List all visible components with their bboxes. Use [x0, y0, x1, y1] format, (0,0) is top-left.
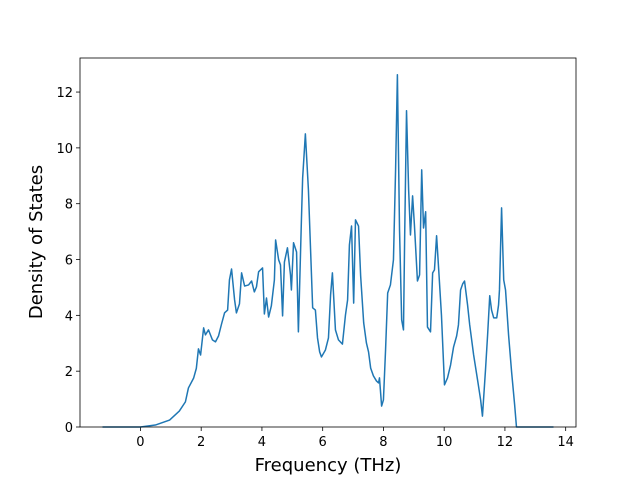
y-axis-label: Density of States: [26, 165, 47, 319]
x-tick-label: 10: [436, 435, 453, 450]
plot-frame: [79, 57, 577, 428]
y-tick-label: 2: [65, 365, 73, 380]
x-tick-label: 2: [197, 435, 205, 450]
y-tick-label: 6: [65, 254, 73, 269]
y-tick-label: 4: [65, 309, 73, 324]
y-tick-label: 0: [65, 421, 73, 436]
x-tick-label: 12: [497, 435, 514, 450]
x-tick-label: 8: [379, 435, 387, 450]
x-tick-label: 14: [557, 435, 574, 450]
x-tick-label: 6: [319, 435, 327, 450]
y-tick-label: 12: [56, 86, 73, 101]
y-tick-label: 10: [56, 142, 73, 157]
x-axis-label: Frequency (THz): [255, 455, 402, 476]
dos-line: [102, 74, 554, 428]
x-tick-label: 4: [258, 435, 266, 450]
x-tick-label: 0: [136, 435, 144, 450]
y-tick-label: 8: [65, 198, 73, 213]
